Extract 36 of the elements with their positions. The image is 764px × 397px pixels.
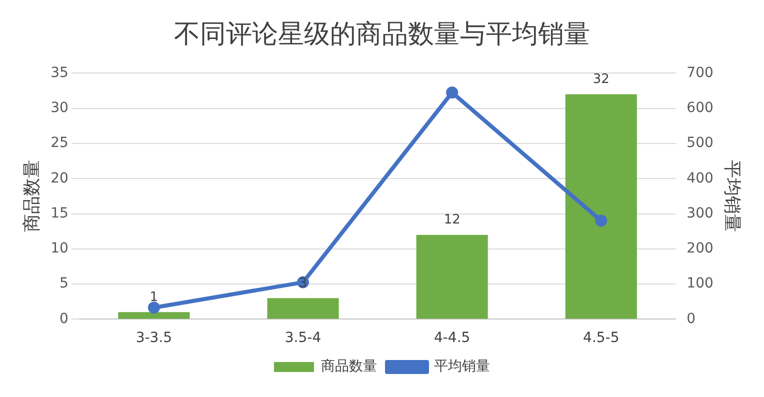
x-tick-label: 4.5-5 bbox=[583, 330, 620, 346]
y2-tick-label: 700 bbox=[686, 64, 714, 81]
y2-tick-label: 600 bbox=[686, 100, 714, 116]
data-label: 3 bbox=[298, 276, 308, 291]
y2-tick-label: 400 bbox=[686, 170, 714, 186]
x-tick-label: 4-4.5 bbox=[434, 330, 470, 346]
y-tick-label: 5 bbox=[59, 276, 68, 292]
point bbox=[446, 86, 458, 99]
y-tick-label: 20 bbox=[50, 170, 68, 186]
y-tick-label: 35 bbox=[50, 64, 68, 81]
point bbox=[148, 302, 160, 314]
y-tick-label: 25 bbox=[50, 135, 68, 152]
y2-axis-title: 平均销量 bbox=[722, 160, 743, 232]
chart-title: 不同评论星级的商品数量与平均销量 bbox=[174, 19, 590, 50]
bar bbox=[267, 298, 339, 319]
y-tick-label: 30 bbox=[50, 100, 68, 116]
legend-label: 平均销量 bbox=[434, 358, 490, 375]
data-label: 32 bbox=[592, 72, 610, 88]
point bbox=[595, 214, 608, 227]
y-tick-label: 15 bbox=[50, 205, 68, 222]
bar bbox=[118, 312, 190, 319]
y2-tick-label: 500 bbox=[686, 135, 714, 152]
legend-label: 商品数量 bbox=[321, 358, 377, 375]
x-tick-label: 3-3.5 bbox=[136, 330, 172, 346]
y-tick-label: 0 bbox=[59, 310, 68, 327]
x-tick-label: 3.5-4 bbox=[284, 330, 322, 346]
y-tick-label: 10 bbox=[50, 240, 68, 257]
data-label: 12 bbox=[444, 212, 460, 228]
y2-tick-label: 200 bbox=[686, 240, 714, 257]
bar bbox=[416, 234, 488, 319]
y-axis-title: 商品数量 bbox=[21, 160, 42, 232]
y2-tick-label: 100 bbox=[686, 276, 714, 292]
data-label: 1 bbox=[150, 290, 158, 306]
y2-tick-label: 0 bbox=[686, 310, 696, 327]
y2-tick-label: 300 bbox=[686, 205, 714, 222]
bar bbox=[565, 94, 637, 319]
